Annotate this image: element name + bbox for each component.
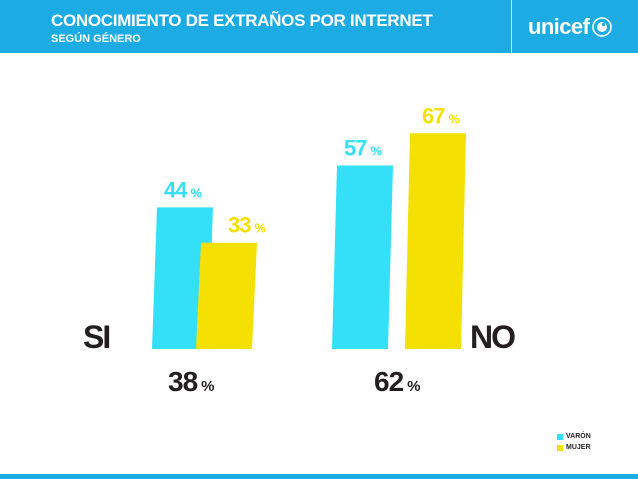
legend-label-mujer: MUJER <box>566 444 591 451</box>
unicef-emblem-icon <box>592 17 612 37</box>
legend-swatch-mujer <box>557 444 563 451</box>
chart-subtitle: SEGÚN GÉNERO <box>51 33 141 45</box>
bar-si-mujer <box>196 242 257 349</box>
data-label-no-mujer: 67% <box>422 103 460 128</box>
chart-title: CONOCIMIENTO DE EXTRAÑOS POR INTERNET <box>51 11 433 30</box>
data-label-no-varon: 57% <box>344 135 382 160</box>
legend-label-varon: VARÓN <box>566 433 591 440</box>
total-label-no: 62% <box>374 366 421 397</box>
bar-no-varon <box>332 165 393 349</box>
category-label-no: NO <box>470 319 515 355</box>
legend-swatch-varon <box>557 433 563 440</box>
legend-item-mujer: MUJER <box>557 444 591 451</box>
total-label-si: 38% <box>168 366 215 397</box>
unicef-logo: unicef <box>528 13 612 41</box>
logo-divider <box>511 0 512 53</box>
category-label-si: SI <box>83 319 109 355</box>
data-label-si-varon: 44% <box>164 177 202 202</box>
logo-wordmark: unicef <box>528 14 590 39</box>
legend-item-varon: VARÓN <box>557 433 591 440</box>
footer-bar <box>0 474 638 479</box>
bar-no-mujer <box>405 133 466 349</box>
header-bar: CONOCIMIENTO DE EXTRAÑOS POR INTERNET SE… <box>0 0 638 53</box>
data-label-si-mujer: 33% <box>228 213 266 238</box>
